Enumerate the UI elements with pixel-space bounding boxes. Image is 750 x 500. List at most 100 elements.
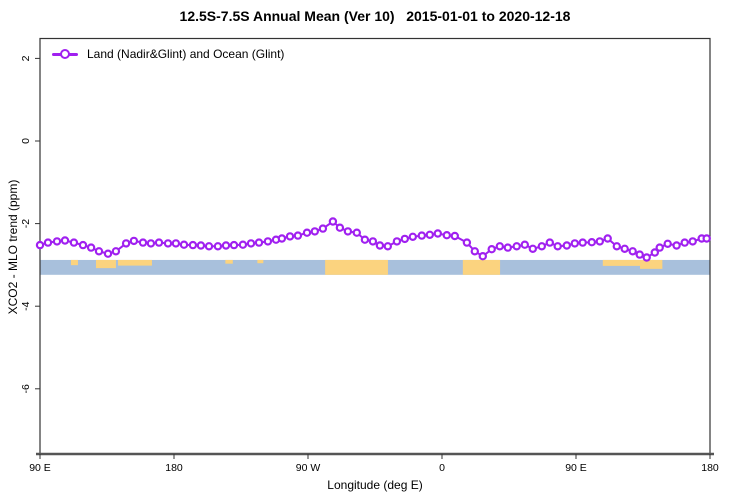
data-point-marker bbox=[495, 242, 504, 251]
data-point-marker bbox=[111, 247, 121, 256]
data-point-marker bbox=[663, 239, 672, 248]
data-point-marker bbox=[562, 241, 572, 250]
data-point-marker bbox=[213, 242, 223, 251]
data-point-marker bbox=[537, 242, 547, 251]
y-axis-label: XCO2 - MLO trend (ppm) bbox=[6, 179, 20, 315]
y-tick-label: -6 bbox=[20, 384, 32, 393]
data-point-marker bbox=[655, 243, 664, 252]
data-point-marker bbox=[450, 231, 459, 241]
data-point-marker bbox=[60, 236, 70, 245]
data-point-marker bbox=[263, 237, 273, 246]
x-tick-label: 180 bbox=[165, 462, 183, 474]
data-point-marker bbox=[254, 238, 264, 247]
data-point-marker bbox=[650, 248, 660, 257]
data-point-marker bbox=[680, 238, 689, 247]
land-strip-islands bbox=[95, 259, 116, 269]
x-tick-label: 0 bbox=[439, 462, 445, 474]
x-tick-label: 180 bbox=[701, 462, 719, 474]
x-tick-label: 90 E bbox=[29, 462, 51, 474]
data-point-marker bbox=[52, 237, 62, 246]
data-point-marker bbox=[179, 240, 189, 249]
land-strip-islands bbox=[257, 259, 264, 264]
legend-label: Land (Nadir&Glint) and Ocean (Glint) bbox=[87, 47, 285, 61]
data-point-marker bbox=[528, 244, 538, 253]
y-tick-label: -4 bbox=[20, 301, 32, 310]
data-point-marker bbox=[587, 237, 597, 247]
land-strip-islands bbox=[118, 259, 152, 266]
data-point-marker bbox=[318, 224, 328, 233]
data-point-marker bbox=[335, 223, 345, 232]
data-point-marker bbox=[702, 234, 711, 243]
data-point-marker bbox=[425, 230, 434, 239]
data-point-marker bbox=[612, 242, 622, 251]
data-point-marker bbox=[603, 234, 612, 243]
data-point-marker bbox=[545, 238, 555, 247]
data-point-marker bbox=[94, 247, 104, 256]
data-point-marker bbox=[293, 231, 303, 240]
land-strip-islands bbox=[225, 259, 233, 264]
y-tick-label: 2 bbox=[20, 55, 32, 61]
data-point-marker bbox=[417, 231, 426, 240]
data-point-marker bbox=[238, 240, 248, 249]
data-point-marker bbox=[400, 234, 409, 244]
data-point-marker bbox=[154, 238, 164, 247]
data-point-marker bbox=[360, 235, 370, 244]
data-point-marker bbox=[246, 239, 256, 248]
data-point-marker bbox=[642, 253, 651, 262]
data-point-marker bbox=[188, 240, 198, 250]
data-point-marker bbox=[35, 240, 45, 250]
data-point-marker bbox=[383, 242, 392, 251]
legend: Land (Nadir&Glint) and Ocean (Glint) bbox=[52, 46, 284, 62]
data-point-marker bbox=[103, 249, 113, 258]
x-axis-label: Longitude (deg E) bbox=[327, 478, 423, 492]
data-point-marker bbox=[196, 241, 206, 250]
data-point-marker bbox=[688, 237, 697, 246]
data-point-marker bbox=[138, 238, 148, 247]
data-point-marker bbox=[503, 243, 512, 252]
data-point-marker bbox=[343, 227, 353, 236]
data-point-marker bbox=[375, 241, 385, 250]
data-point-marker bbox=[628, 247, 637, 256]
data-point-marker bbox=[462, 238, 472, 247]
land-strip-south-america bbox=[325, 259, 388, 275]
data-point-marker bbox=[277, 234, 287, 243]
data-point-marker bbox=[442, 230, 451, 240]
land-strip-islands bbox=[70, 259, 78, 266]
data-point-marker bbox=[78, 240, 88, 250]
data-point-marker bbox=[285, 232, 295, 241]
data-point-marker bbox=[69, 238, 79, 247]
y-tick-label: -2 bbox=[20, 219, 32, 228]
data-point-marker bbox=[553, 242, 562, 251]
y-tick-label: 0 bbox=[20, 138, 32, 144]
data-point-marker bbox=[229, 240, 239, 250]
x-tick-label: 90 E bbox=[565, 462, 587, 474]
data-point-marker bbox=[620, 244, 629, 253]
data-point-marker bbox=[328, 217, 338, 226]
data-point-marker bbox=[43, 238, 53, 247]
land-strip-islands bbox=[640, 259, 663, 269]
data-point-marker bbox=[595, 237, 605, 246]
data-point-marker bbox=[570, 239, 580, 248]
data-point-marker bbox=[520, 240, 530, 249]
data-point-marker bbox=[221, 241, 231, 250]
data-point-marker bbox=[392, 237, 402, 246]
plot-box bbox=[39, 37, 711, 455]
data-point-marker bbox=[487, 244, 496, 254]
data-point-marker bbox=[310, 227, 319, 236]
data-point-marker bbox=[352, 228, 361, 237]
data-point-marker bbox=[146, 239, 156, 248]
chart-title: 12.5S-7.5S Annual Mean (Ver 10) 2015-01-… bbox=[179, 8, 571, 24]
land-strip-africa bbox=[462, 259, 501, 275]
data-point-marker bbox=[408, 232, 417, 241]
data-point-marker bbox=[171, 239, 181, 248]
data-point-marker bbox=[578, 238, 587, 247]
data-point-marker bbox=[129, 236, 139, 246]
data-point-marker bbox=[368, 237, 378, 246]
data-point-marker bbox=[204, 242, 214, 251]
data-point-marker bbox=[86, 243, 96, 252]
data-point-marker bbox=[121, 239, 131, 248]
land-strip-islands bbox=[602, 259, 641, 266]
x-tick-label: 90 W bbox=[296, 462, 321, 474]
